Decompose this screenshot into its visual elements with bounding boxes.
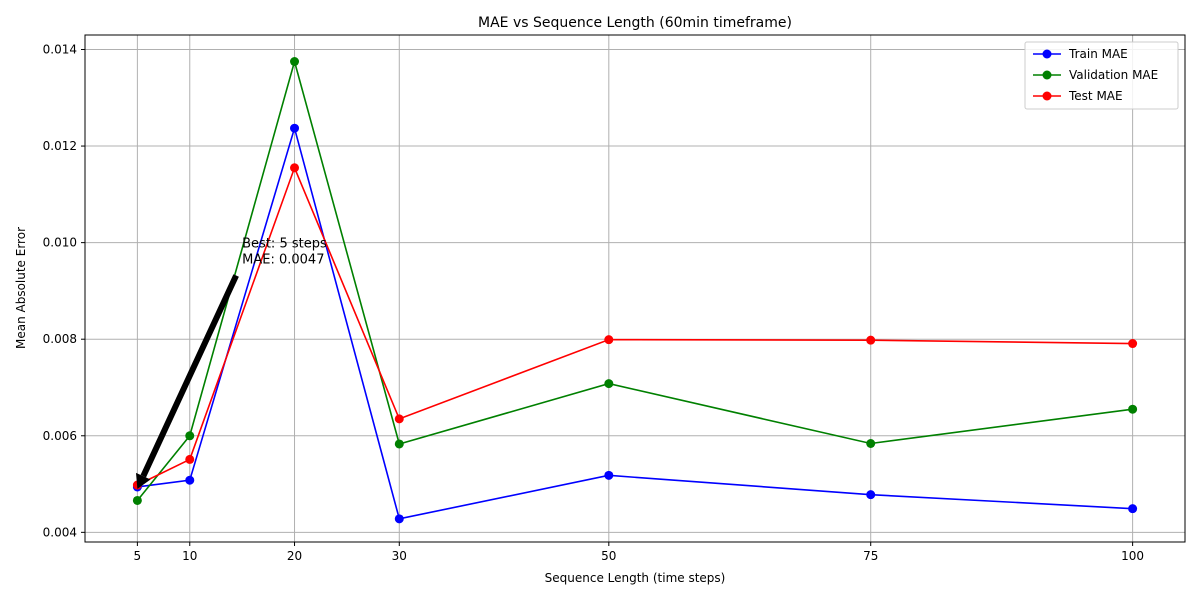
data-point: [185, 475, 195, 485]
y-tick-label: 0.012: [43, 139, 77, 153]
data-point: [132, 495, 142, 505]
data-point: [604, 379, 614, 389]
legend-label: Validation MAE: [1069, 68, 1158, 82]
legend: Train MAE Validation MAE Test MAE: [1024, 41, 1179, 110]
annotation-arrow-shaft: [140, 274, 239, 478]
data-point: [394, 514, 404, 524]
plot-frame: [84, 34, 1186, 543]
x-tick-label: 75: [863, 549, 878, 563]
x-tick-label: 100: [1121, 549, 1144, 563]
y-tick-label: 0.008: [43, 332, 77, 346]
data-point: [290, 163, 300, 173]
data-point: [290, 57, 300, 67]
chart-title: MAE vs Sequence Length (60min timeframe): [478, 15, 792, 31]
legend-item: Test MAE: [1033, 89, 1123, 103]
annotation-text: Best: 5 steps: [242, 236, 327, 251]
data-point: [394, 439, 404, 449]
annotation-arrow-head: [136, 472, 151, 489]
x-axis-ticks: 5 10 20 30 50 75 100: [134, 542, 1144, 563]
series-validation-mae: [132, 57, 1138, 505]
legend-label: Test MAE: [1068, 89, 1123, 103]
legend-item: Validation MAE: [1033, 68, 1158, 82]
legend-marker: [1042, 91, 1052, 101]
series-layer: [132, 57, 1138, 524]
x-tick-label: 50: [601, 549, 616, 563]
data-point: [604, 470, 614, 480]
y-tick-label: 0.004: [43, 525, 77, 539]
data-point: [1128, 339, 1138, 349]
y-tick-label: 0.010: [43, 236, 77, 250]
y-tick-label: 0.014: [43, 42, 77, 56]
data-point: [394, 414, 404, 424]
legend-marker: [1042, 49, 1052, 59]
data-point: [1128, 504, 1138, 514]
x-axis-label: Sequence Length (time steps): [545, 571, 726, 585]
x-tick-label: 5: [134, 549, 142, 563]
data-point: [1128, 404, 1138, 414]
legend-marker: [1042, 70, 1052, 80]
data-point: [866, 490, 876, 500]
data-point: [185, 431, 195, 441]
legend-label: Train MAE: [1068, 47, 1128, 61]
y-axis-label: Mean Absolute Error: [14, 227, 28, 349]
legend-item: Train MAE: [1033, 47, 1128, 61]
data-point: [866, 335, 876, 345]
y-axis-ticks: 0.004 0.006 0.008 0.010 0.012 0.014: [43, 42, 85, 539]
data-point: [185, 454, 195, 464]
data-point: [290, 123, 300, 133]
series-train-mae: [132, 123, 1138, 524]
y-tick-label: 0.006: [43, 429, 77, 443]
x-tick-label: 10: [182, 549, 197, 563]
annotation-text: MAE: 0.0047: [242, 252, 324, 267]
data-point: [866, 438, 876, 448]
x-tick-label: 30: [392, 549, 407, 563]
x-tick-label: 20: [287, 549, 302, 563]
data-point: [604, 335, 614, 345]
legend-box: [1024, 41, 1179, 110]
